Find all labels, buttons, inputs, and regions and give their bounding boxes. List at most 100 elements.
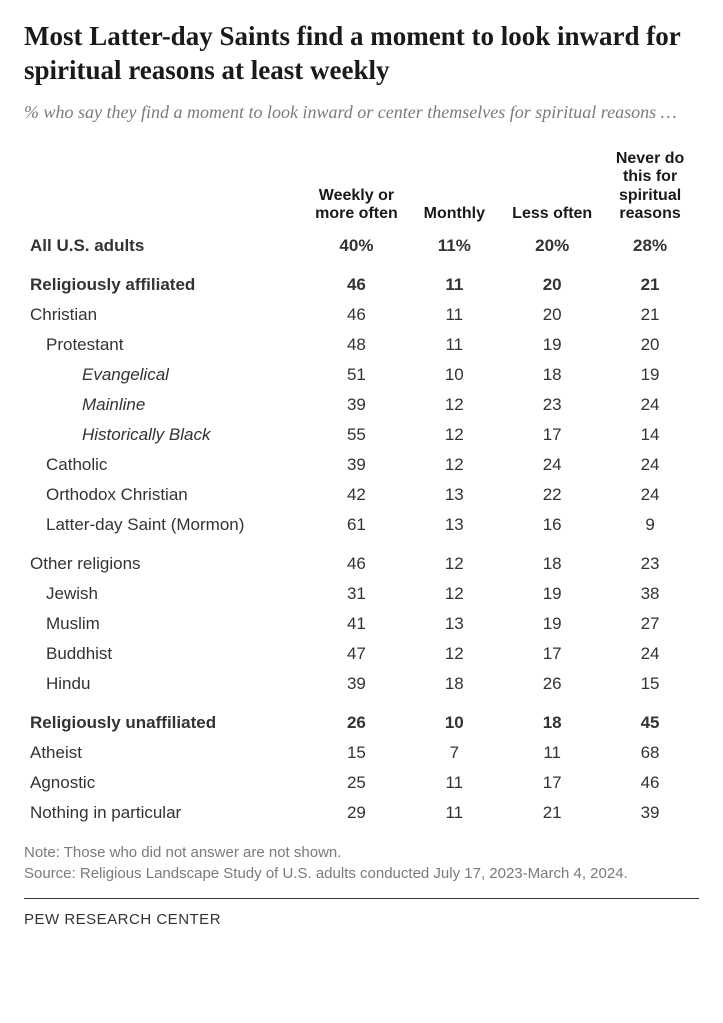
table-row: Jewish31121938 xyxy=(24,579,699,609)
cell-value: 20% xyxy=(503,231,601,261)
table-row: Protestant48111920 xyxy=(24,330,699,360)
cell-value: 28% xyxy=(601,231,699,261)
table-row: Hindu39182615 xyxy=(24,669,699,699)
header-blank xyxy=(24,144,308,232)
cell-value: 12 xyxy=(405,579,503,609)
cell-value: 9 xyxy=(601,510,699,540)
cell-value: 10 xyxy=(405,699,503,738)
cell-value: 7 xyxy=(405,738,503,768)
table-row: Christian46112021 xyxy=(24,300,699,330)
cell-value: 41 xyxy=(308,609,406,639)
cell-value: 46 xyxy=(308,540,406,579)
table-row: Atheist1571168 xyxy=(24,738,699,768)
table-row: Nothing in particular29112139 xyxy=(24,798,699,828)
cell-value: 38 xyxy=(601,579,699,609)
cell-value: 11 xyxy=(405,300,503,330)
source-line: Source: Religious Landscape Study of U.S… xyxy=(24,863,699,884)
cell-value: 45 xyxy=(601,699,699,738)
row-label: Christian xyxy=(24,300,308,330)
cell-value: 39 xyxy=(601,798,699,828)
table-row: Evangelical51101819 xyxy=(24,360,699,390)
row-label: Religiously affiliated xyxy=(24,261,308,300)
cell-value: 17 xyxy=(503,639,601,669)
cell-value: 31 xyxy=(308,579,406,609)
cell-value: 13 xyxy=(405,609,503,639)
cell-value: 23 xyxy=(601,540,699,579)
cell-value: 12 xyxy=(405,390,503,420)
cell-value: 24 xyxy=(503,450,601,480)
row-label: Latter-day Saint (Mormon) xyxy=(24,510,308,540)
cell-value: 11% xyxy=(405,231,503,261)
cell-value: 18 xyxy=(503,360,601,390)
cell-value: 26 xyxy=(308,699,406,738)
col-header: Monthly xyxy=(405,144,503,232)
table-row: Latter-day Saint (Mormon)6113169 xyxy=(24,510,699,540)
table-row: Buddhist47121724 xyxy=(24,639,699,669)
cell-value: 21 xyxy=(601,261,699,300)
notes-block: Note: Those who did not answer are not s… xyxy=(24,842,699,899)
cell-value: 39 xyxy=(308,669,406,699)
row-label: Orthodox Christian xyxy=(24,480,308,510)
cell-value: 19 xyxy=(601,360,699,390)
table-row: All U.S. adults40%11%20%28% xyxy=(24,231,699,261)
row-label: Nothing in particular xyxy=(24,798,308,828)
cell-value: 12 xyxy=(405,540,503,579)
row-label: All U.S. adults xyxy=(24,231,308,261)
row-label: Atheist xyxy=(24,738,308,768)
col-header: Less often xyxy=(503,144,601,232)
cell-value: 20 xyxy=(601,330,699,360)
chart-title: Most Latter-day Saints find a moment to … xyxy=(24,20,699,88)
cell-value: 24 xyxy=(601,450,699,480)
cell-value: 16 xyxy=(503,510,601,540)
cell-value: 18 xyxy=(503,540,601,579)
cell-value: 19 xyxy=(503,579,601,609)
table-row: Religiously unaffiliated26101845 xyxy=(24,699,699,738)
cell-value: 39 xyxy=(308,390,406,420)
cell-value: 12 xyxy=(405,420,503,450)
cell-value: 40% xyxy=(308,231,406,261)
col-header: Never do this for spiritual reasons xyxy=(601,144,699,232)
row-label: Agnostic xyxy=(24,768,308,798)
cell-value: 51 xyxy=(308,360,406,390)
row-label: Buddhist xyxy=(24,639,308,669)
cell-value: 15 xyxy=(601,669,699,699)
cell-value: 48 xyxy=(308,330,406,360)
cell-value: 17 xyxy=(503,420,601,450)
cell-value: 20 xyxy=(503,261,601,300)
table-row: Mainline39122324 xyxy=(24,390,699,420)
cell-value: 10 xyxy=(405,360,503,390)
cell-value: 11 xyxy=(405,768,503,798)
table-row: Religiously affiliated46112021 xyxy=(24,261,699,300)
cell-value: 46 xyxy=(601,768,699,798)
cell-value: 18 xyxy=(405,669,503,699)
cell-value: 24 xyxy=(601,480,699,510)
cell-value: 25 xyxy=(308,768,406,798)
cell-value: 55 xyxy=(308,420,406,450)
cell-value: 61 xyxy=(308,510,406,540)
row-label: Religiously unaffiliated xyxy=(24,699,308,738)
row-label: Protestant xyxy=(24,330,308,360)
table-row: Other religions46121823 xyxy=(24,540,699,579)
col-header: Weekly or more often xyxy=(308,144,406,232)
cell-value: 68 xyxy=(601,738,699,768)
cell-value: 11 xyxy=(405,798,503,828)
row-label: Hindu xyxy=(24,669,308,699)
cell-value: 26 xyxy=(503,669,601,699)
row-label: Historically Black xyxy=(24,420,308,450)
cell-value: 12 xyxy=(405,639,503,669)
cell-value: 27 xyxy=(601,609,699,639)
cell-value: 13 xyxy=(405,510,503,540)
cell-value: 13 xyxy=(405,480,503,510)
table-row: Historically Black55121714 xyxy=(24,420,699,450)
cell-value: 29 xyxy=(308,798,406,828)
cell-value: 18 xyxy=(503,699,601,738)
chart-subtitle: % who say they find a moment to look inw… xyxy=(24,100,699,124)
cell-value: 21 xyxy=(601,300,699,330)
cell-value: 39 xyxy=(308,450,406,480)
data-table: Weekly or more often Monthly Less often … xyxy=(24,144,699,829)
cell-value: 15 xyxy=(308,738,406,768)
table-row: Muslim41131927 xyxy=(24,609,699,639)
cell-value: 11 xyxy=(405,261,503,300)
note-line: Note: Those who did not answer are not s… xyxy=(24,842,699,863)
row-label: Jewish xyxy=(24,579,308,609)
